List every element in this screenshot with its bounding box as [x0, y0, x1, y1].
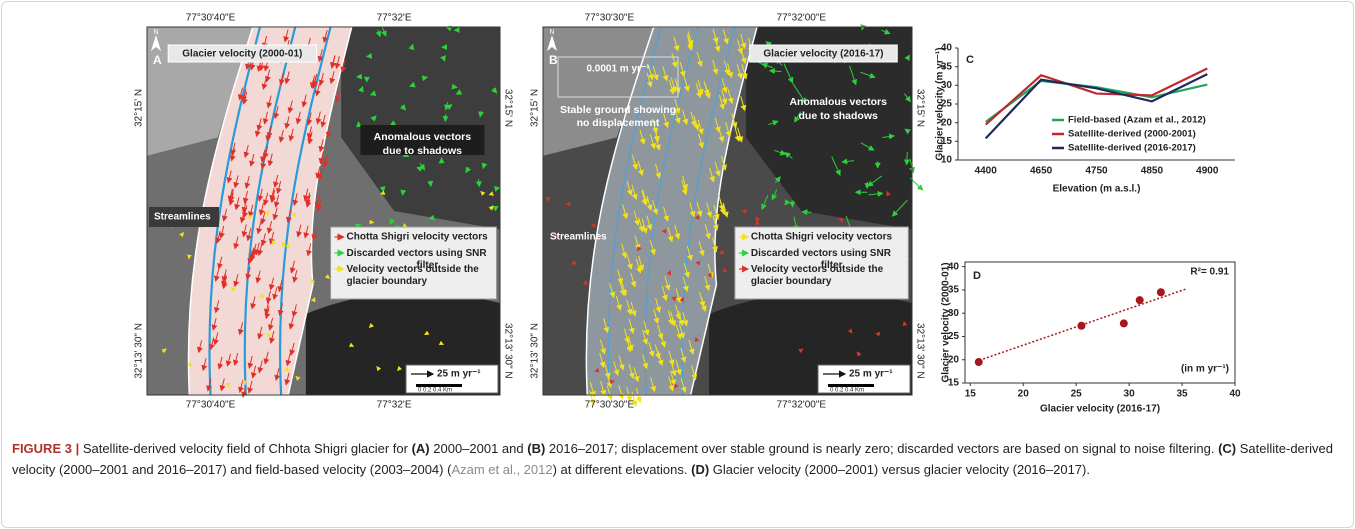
vector-arrow [862, 28, 863, 30]
caption-text: ) at different elevations. [553, 462, 692, 477]
caption-text: Glacier velocity (2000–2001) versus glac… [709, 462, 1090, 477]
vector-arrow [802, 212, 811, 213]
map-image [543, 27, 912, 395]
panel-letter: B [549, 53, 558, 67]
scatter-point [1136, 296, 1144, 304]
x-tick-label: 4400 [975, 166, 998, 177]
x-tick-label: 30 [1124, 389, 1136, 400]
longitude-label: 77°30'30"E [585, 400, 635, 411]
text-line: glacier boundary [751, 276, 832, 287]
longitude-label: 77°30'40"E [186, 13, 236, 24]
x-tick-label: 4650 [1030, 166, 1053, 177]
scale-bar-label: 0 0.2 0.4 Km [418, 388, 452, 394]
panel-letter: D [973, 270, 981, 282]
text-line: due to shadows [383, 145, 463, 157]
text-line: glacier boundary [347, 276, 428, 287]
vector-arrow [907, 152, 908, 165]
caption-text: 2000–2001 and [430, 441, 528, 456]
vector-arrow [359, 224, 360, 225]
text-line: Velocity vectors outside the [751, 264, 884, 275]
scatter-point [1077, 322, 1085, 330]
map-title: Glacier velocity (2000-01) [182, 49, 302, 60]
caption-text: 2016–2017; displacement over stable grou… [545, 441, 1218, 456]
text-line: no displacement [577, 117, 660, 129]
text-line: Stable ground showing [560, 104, 676, 116]
vector-arrow [670, 271, 671, 272]
legend-label: Field-based (Azam et al., 2012) [1068, 115, 1206, 126]
x-axis-label: Glacier velocity (2016-17) [1040, 404, 1160, 415]
longitude-label: 77°30'40"E [186, 400, 236, 411]
latitude-label: 32°13' 30" N [134, 323, 145, 379]
caption-ref: (D) [691, 462, 709, 477]
longitude-label: 77°30'30"E [585, 13, 635, 24]
text-line: Anomalous vectors [374, 131, 472, 143]
caption-ref: (C) [1218, 441, 1236, 456]
vector-arrow [548, 199, 549, 201]
panel-letter: C [966, 54, 974, 66]
longitude-label: 77°32'00"E [777, 400, 827, 411]
longitude-label: 77°32'00"E [777, 13, 827, 24]
north-label: N [549, 29, 554, 36]
panel-letter: A [153, 53, 162, 67]
vector-arrow [383, 188, 384, 191]
streamlines-label: Streamlines [154, 212, 211, 223]
text-line: Velocity vectors outside the [347, 264, 480, 275]
text-line: Discarded vectors using SNR [751, 248, 892, 259]
streamlines-label: Streamlines [550, 232, 607, 243]
legend-label: Chotta Shigri velocity vectors [347, 232, 489, 243]
scatter-point [975, 358, 983, 366]
unit-note: (in m yr⁻¹) [1181, 364, 1229, 375]
latitude-label: 32°15' N [914, 89, 925, 127]
longitude-label: 77°32'E [377, 400, 412, 411]
x-tick-label: 15 [965, 389, 977, 400]
text-line: Anomalous vectors [789, 96, 887, 108]
x-tick-label: 40 [1229, 389, 1241, 400]
latitude-label: 32°15' N [502, 89, 513, 127]
y-axis-label: Glacier velocity (m yr⁻¹) [935, 47, 946, 160]
legend-label: Satellite-derived (2016-2017) [1068, 143, 1196, 154]
latitude-label: 32°15' N [530, 89, 541, 127]
caption-text: Satellite-derived velocity field of Chho… [79, 441, 411, 456]
x-tick-label: 25 [1071, 389, 1083, 400]
vector-arrow [189, 255, 190, 258]
legend-label: Satellite-derived (2000-2001) [1068, 129, 1196, 140]
caption-label: FIGURE 3 | [12, 441, 79, 456]
scatter-point [1120, 319, 1128, 327]
x-tick-label: 4850 [1141, 166, 1164, 177]
latitude-label: 32°13' 30" N [530, 323, 541, 379]
vector-arrow [479, 179, 480, 186]
x-tick-label: 20 [1018, 389, 1030, 400]
annotation: R²= 0.91 [1190, 267, 1229, 278]
scale-bar [416, 384, 462, 387]
scatter-point [1157, 288, 1165, 296]
x-axis-label: Elevation (m a.s.l.) [1053, 184, 1141, 195]
caption-ref: (B) [527, 441, 545, 456]
y-axis-label: Glacier velocity (2000-01) [941, 262, 952, 382]
x-tick-label: 4750 [1085, 166, 1108, 177]
x-tick-label: 35 [1176, 389, 1188, 400]
text-line: Discarded vectors using SNR [347, 248, 488, 259]
longitude-label: 77°32'E [377, 13, 412, 24]
latitude-label: 32°13' 30" N [502, 323, 513, 379]
map-title: Glacier velocity (2016-17) [763, 49, 883, 60]
caption-ref: (A) [412, 441, 430, 456]
citation[interactable]: Azam et al., 2012 [451, 462, 552, 477]
text-line: due to shadows [799, 110, 879, 122]
vector-arrow [424, 77, 427, 78]
scale-arrow-label: 25 m yr⁻¹ [437, 369, 481, 380]
legend-label: Chotta Shigri velocity vectors [751, 232, 893, 243]
scale-arrow-label: 25 m yr⁻¹ [849, 369, 893, 380]
vector-arrow [295, 216, 296, 217]
north-label: N [153, 29, 158, 36]
scale-bar [828, 384, 874, 387]
scale-bar-label: 0 0.2 0.4 Km [830, 388, 864, 394]
caption: FIGURE 3 | Satellite-derived velocity fi… [12, 438, 1344, 480]
vector-arrow [429, 218, 433, 219]
x-tick-label: 4900 [1196, 166, 1219, 177]
latitude-label: 32°15' N [134, 89, 145, 127]
stable-value: 0.0001 m yr⁻¹ [586, 64, 650, 75]
figure: 77°30'40"E 77°30'40"E 77°32'E 77°32'E 32°15'… [0, 0, 1355, 430]
latitude-label: 32°13' 30" N [914, 323, 925, 379]
